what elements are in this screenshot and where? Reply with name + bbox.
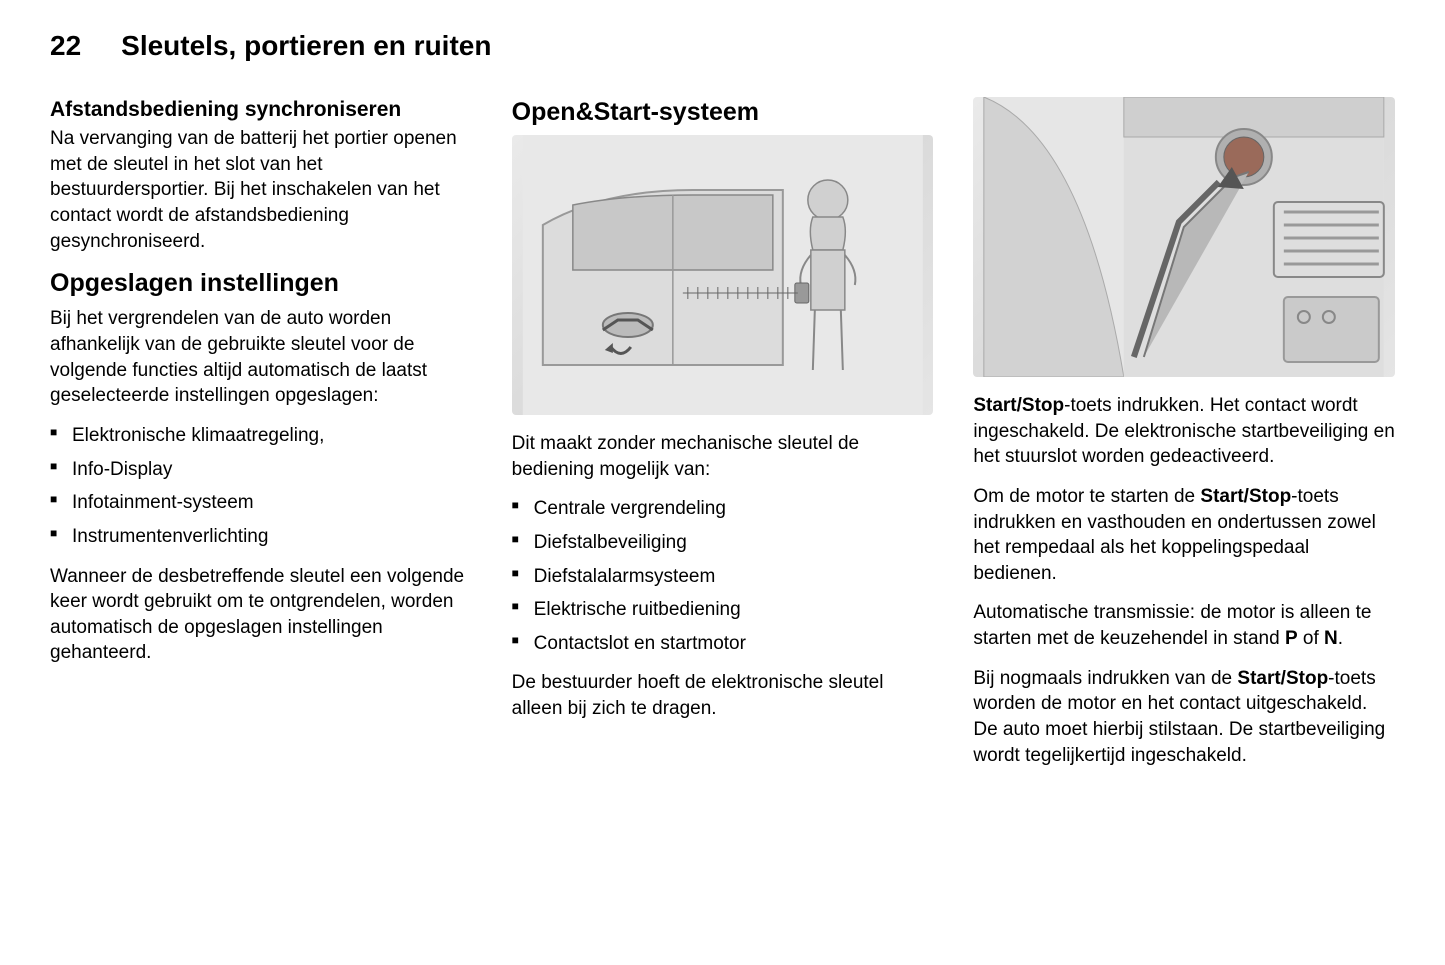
para-start-1: Start/Stop-toets indrukken. Het contact … xyxy=(973,393,1395,470)
para-open-outro: De bestuurder hoeft de elektronische sle… xyxy=(512,670,934,721)
para-start-2: Om de motor te starten de Start/Stop-toe… xyxy=(973,484,1395,587)
para-open-intro: Dit maakt zonder mechanische sleutel de … xyxy=(512,431,934,482)
heading-saved-settings: Opgeslagen instellingen xyxy=(50,268,472,298)
illustration-start-button xyxy=(973,97,1395,377)
para-start-3: Automatische transmissie: de motor is al… xyxy=(973,600,1395,651)
illustration-keyless-entry xyxy=(512,135,934,415)
page-number: 22 xyxy=(50,30,81,62)
page-header: 22 Sleutels, portieren en ruiten xyxy=(50,30,1395,62)
bold-start-stop: Start/Stop xyxy=(973,395,1064,416)
list-item: Centrale vergrendeling xyxy=(512,496,934,522)
list-item: Contactslot en startmotor xyxy=(512,631,934,657)
bold-p: P xyxy=(1285,628,1298,649)
list-item: Elektronische klimaatregeling, xyxy=(50,423,472,449)
text-span: Om de motor te starten de xyxy=(973,486,1200,507)
content-columns: Afstandsbediening synchroniseren Na verv… xyxy=(50,97,1395,782)
keyless-entry-icon xyxy=(512,135,934,415)
heading-open-start: Open&Start-systeem xyxy=(512,97,934,127)
text-span: of xyxy=(1298,628,1324,649)
list-saved-settings: Elektronische klimaatregeling, Info-Disp… xyxy=(50,423,472,550)
para-saved-intro: Bij het vergrendelen van de auto worden … xyxy=(50,306,472,409)
list-item: Infotainment-systeem xyxy=(50,490,472,516)
bold-start-stop: Start/Stop xyxy=(1237,668,1328,689)
column-1: Afstandsbediening synchroniseren Na verv… xyxy=(50,97,472,782)
list-item: Elektrische ruitbediening xyxy=(512,597,934,623)
list-item: Diefstalbeveiliging xyxy=(512,530,934,556)
text-span: Bij nogmaals indrukken van de xyxy=(973,668,1237,689)
chapter-title: Sleutels, portieren en ruiten xyxy=(121,30,491,62)
bold-n: N xyxy=(1324,628,1338,649)
text-span: . xyxy=(1338,628,1343,649)
list-item: Instrumentenverlichting xyxy=(50,524,472,550)
column-2: Open&Start-systeem xyxy=(512,97,934,782)
bold-start-stop: Start/Stop xyxy=(1200,486,1291,507)
para-start-4: Bij nogmaals indrukken van de Start/Stop… xyxy=(973,666,1395,769)
para-sync: Na vervanging van de batterij het portie… xyxy=(50,126,472,254)
list-open-functions: Centrale vergrendeling Diefstalbeveiligi… xyxy=(512,496,934,656)
para-saved-outro: Wanneer de desbetreffende sleutel een vo… xyxy=(50,564,472,667)
column-3: Start/Stop-toets indrukken. Het contact … xyxy=(973,97,1395,782)
start-button-icon xyxy=(973,97,1395,377)
list-item: Diefstalalarmsysteem xyxy=(512,564,934,590)
list-item: Info-Display xyxy=(50,457,472,483)
heading-sync: Afstandsbediening synchroniseren xyxy=(50,97,472,122)
